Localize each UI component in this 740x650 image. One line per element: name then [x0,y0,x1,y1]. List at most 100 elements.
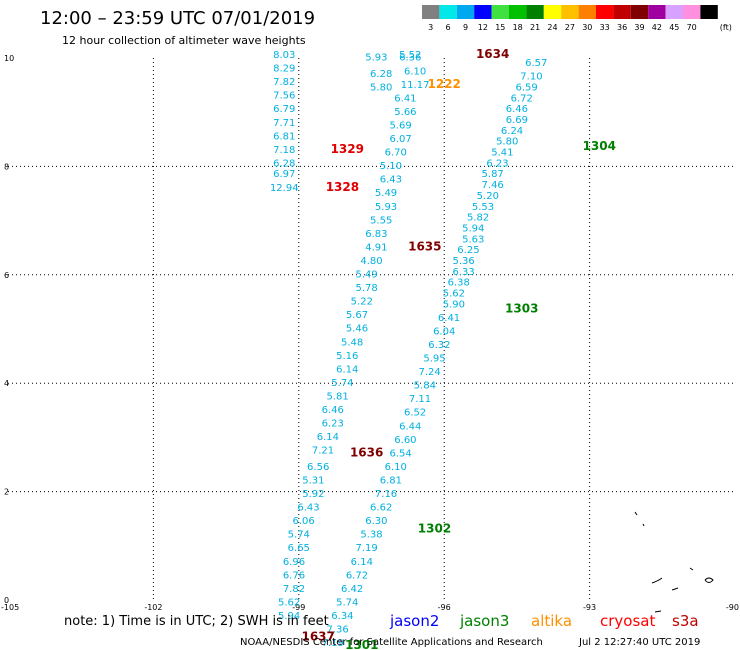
wave-height-value: 7.36 [326,625,348,636]
wave-height-value: 6.43 [380,175,402,186]
wave-height-value: 12.94 [270,183,299,194]
wave-height-value: 5.22 [351,297,373,308]
wave-height-value: 8.29 [273,64,295,75]
color-legend: 3 6 9 12 15 18 21 24 27 30 33 36 39 42 45 70 (ft) [422,5,732,32]
wave-height-value: 6.81 [380,475,402,486]
wave-height-value: 6.14 [351,557,373,568]
wave-height-value: 7.82 [273,77,295,88]
wave-height-value: 6.25 [457,245,479,256]
wave-height-value: 7.56 [273,91,295,102]
satellite-name: altika [531,612,572,630]
wave-height-value: 5.80 [496,137,518,148]
wave-height-value: 6.96 [283,557,305,568]
legend-label: 36 [617,23,627,32]
wave-height-value: 6.83 [365,229,387,240]
page-subtitle: 12 hour collection of altimeter wave hei… [62,34,306,47]
x-tick-label: -105 [1,603,19,612]
wave-height-value: 5.38 [360,530,382,541]
wave-height-value: 5.74 [336,597,358,608]
legend-swatch [422,5,440,19]
wave-height-value: 7.18 [273,145,295,156]
wave-height-value: 4.80 [360,256,382,267]
wave-height-value: 5.94 [462,223,484,234]
legend-label: 30 [582,23,592,32]
pass-time-label: 1303 [505,302,538,316]
legend-swatch [665,5,683,19]
wave-height-value: 7.10 [520,72,542,83]
page-title: 12:00 – 23:59 UTC 07/01/2019 [40,8,315,29]
legend-swatch [683,5,701,19]
wave-height-value: 6.46 [506,104,528,115]
wave-height-value: 5.80 [370,83,392,94]
wave-height-value: 5.94 [278,611,300,622]
legend-swatch [613,5,631,19]
x-tick-label: -93 [583,603,596,612]
legend-swatch [561,5,579,19]
wave-height-value: 7.24 [419,367,441,378]
legend-unit: (ft) [720,23,732,32]
legend-label: 70 [687,23,697,32]
legend-swatch [456,5,475,19]
pass-time-labels: 1634 1222 1304 1329 1328 1635 1303 1636 1302 1637… [301,47,616,650]
y-tick-label: 2 [4,488,9,497]
pass-time-label: 1636 [350,445,383,459]
y-tick-label: 6 [4,271,9,280]
wave-height-value: 5.62 [443,288,465,299]
pass-time-label: 1329 [331,142,364,156]
wave-height-value: 5.74 [288,530,310,541]
satellite-name: cryosat [600,612,655,630]
footnote: note: 1) Time is in UTC; 2) SWH is in fe… [64,614,329,629]
wave-height-value: 6.97 [273,169,295,180]
wave-height-value: 5.93 [375,202,397,213]
wave-height-value: 6.59 [515,83,537,94]
wave-height-value: 6.28 [273,158,295,169]
wave-height-value: 5.93 [365,53,387,64]
legend-swatch [474,5,492,19]
wave-height-value: 5.16 [336,351,358,362]
legend-label: 6 [446,23,451,32]
wave-height-value: 6.04 [433,326,455,337]
wave-height-value: 5.66 [394,107,416,118]
wave-height-value: 6.81 [273,131,295,142]
wave-height-value: 6.10 [404,66,426,77]
legend-swatch [526,5,544,19]
wave-height-value: 5.69 [389,120,411,131]
wave-height-value: 6.41 [438,313,460,324]
legend-swatch [578,5,596,19]
wave-height-value: 6.34 [331,611,353,622]
wave-height-value: 6.79 [273,104,295,115]
coastline-icon [634,511,714,613]
wave-height-value: 6.30 [365,516,387,527]
y-tick-label: 8 [4,162,9,171]
legend-swatch [439,5,457,19]
wave-height-value: 6.24 [501,126,523,137]
wave-height-value: 6.10 [385,462,407,473]
wave-height-value: 7.11 [409,394,431,405]
credit-text: NOAA/NESDIS Center for Satellite Applica… [240,637,543,648]
wave-height-value: 5.41 [491,148,513,159]
pass-time-label: 1328 [326,180,359,194]
wave-height-value: 6.28 [370,69,392,80]
wave-height-value: 7.16 [375,489,397,500]
wave-height-value: 7.19 [356,543,378,554]
legend-label: 15 [495,23,505,32]
wave-height-value: 5.87 [482,169,504,180]
axis-ticks: -105 -102 -99 -96 -93 -90 0 2 4 6 8 10 [1,54,739,612]
wave-height-value: 5.95 [423,354,445,365]
wave-height-value: 6.07 [389,134,411,145]
pass-time-label: 1301 [345,638,378,650]
wave-height-value: 8.03 [273,50,295,61]
legend-label: 3 [428,23,433,32]
legend-label: 24 [547,23,557,32]
wave-height-value: 6.23 [322,419,344,430]
wave-height-value: 7.71 [273,118,295,129]
wave-height-value: 6.14 [336,364,358,375]
legend-swatch [509,5,527,19]
wave-height-value: 11.17 [401,80,430,91]
legend-label: 42 [652,23,662,32]
pass-time-label: 1222 [427,77,460,91]
wave-height-value: 6.46 [322,405,344,416]
legend-label: 27 [565,23,575,32]
pass-time-label: 1637 [301,630,334,644]
